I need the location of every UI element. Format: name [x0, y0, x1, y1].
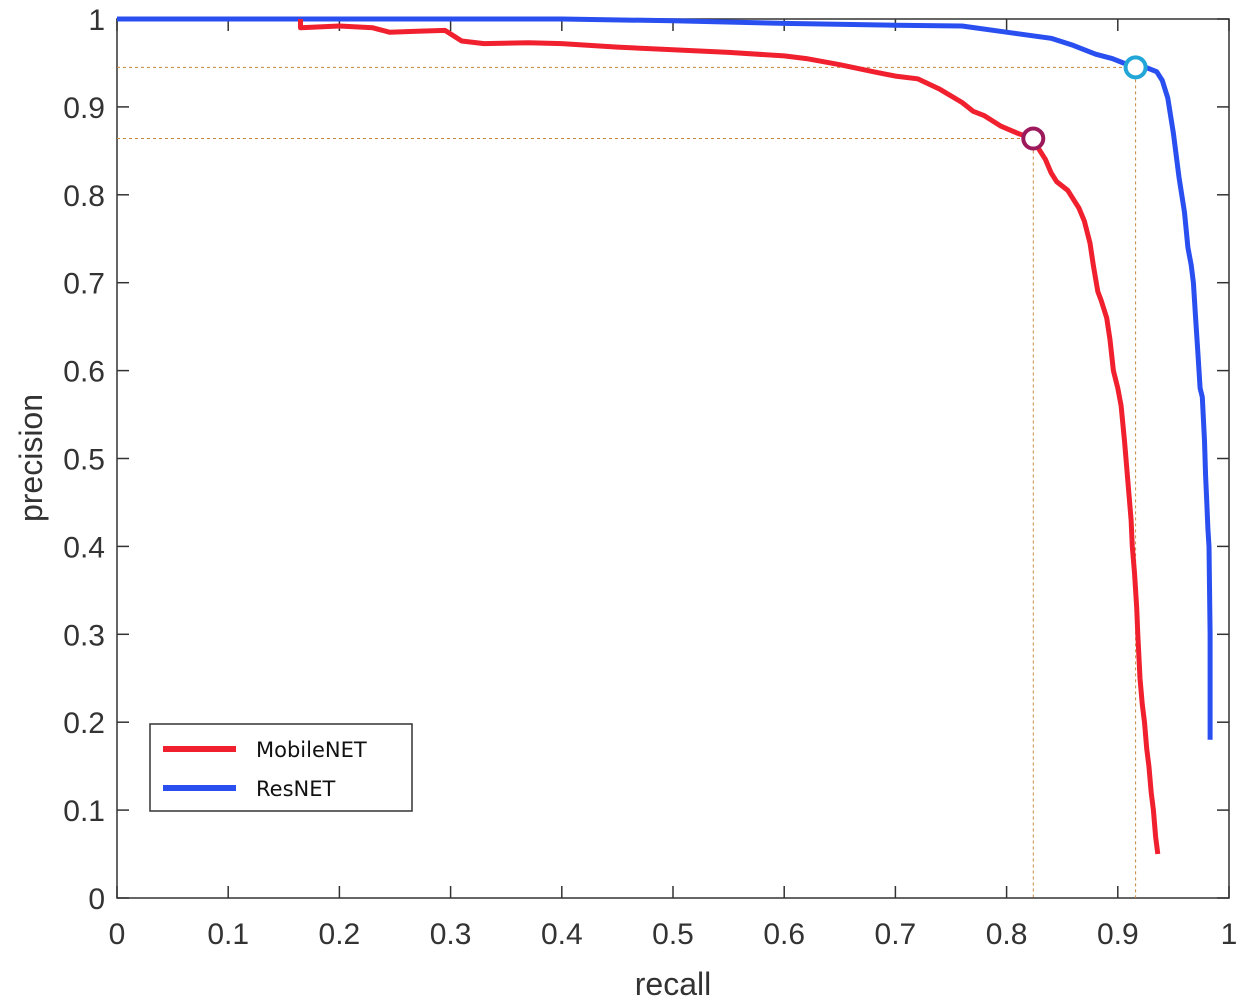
y-tick-label-3: 0.3 — [63, 619, 105, 652]
x-tick-label-3: 0.3 — [430, 918, 472, 951]
guide-lines — [117, 66, 1137, 898]
y-tick-label-8: 0.8 — [63, 180, 105, 213]
y-tick-label-9: 0.9 — [63, 92, 105, 125]
x-tick-label-6: 0.6 — [763, 918, 805, 951]
x-tick-label-7: 0.7 — [875, 918, 917, 951]
x-tick-label-8: 0.8 — [986, 918, 1028, 951]
y-axis-title: precision — [13, 394, 49, 522]
x-tick-label-1: 0.1 — [207, 918, 249, 951]
y-tick-label-0: 0 — [88, 883, 105, 916]
series-line-resnet — [117, 16, 1213, 740]
axis-ticks: 0 0.1 0.2 0.3 0.4 0.5 0.6 0.7 0.8 0.9 1 0 0.1 0.2 0.3 0… — [63, 4, 1237, 951]
y-tick-label-2: 0.2 — [63, 707, 105, 740]
series-line-mobilenet — [298, 19, 1161, 855]
marker-mobilenet — [1021, 126, 1046, 151]
legend: MobileNET ResNET — [149, 723, 413, 812]
y-tick-label-10: 1 — [88, 4, 105, 37]
x-tick-label-4: 0.4 — [541, 918, 583, 951]
y-tick-label-5: 0.5 — [63, 444, 105, 477]
x-axis-title: recall — [635, 966, 711, 1002]
y-tick-label-7: 0.7 — [63, 268, 105, 301]
marker-resnet — [1123, 55, 1148, 80]
x-tick-label-10: 1 — [1221, 918, 1238, 951]
legend-label-resnet: ResNET — [256, 777, 335, 801]
x-tick-label-0: 0 — [109, 918, 126, 951]
y-tick-label-6: 0.6 — [63, 356, 105, 389]
x-tick-label-2: 0.2 — [319, 918, 361, 951]
y-tick-label-4: 0.4 — [63, 531, 105, 564]
x-tick-label-9: 0.9 — [1097, 918, 1139, 951]
legend-box — [149, 723, 413, 812]
y-tick-label-1: 0.1 — [63, 795, 105, 828]
marker-layer — [1021, 55, 1148, 151]
x-tick-label-5: 0.5 — [652, 918, 694, 951]
legend-label-mobilenet: MobileNET — [256, 738, 367, 762]
series-layer — [117, 16, 1213, 855]
